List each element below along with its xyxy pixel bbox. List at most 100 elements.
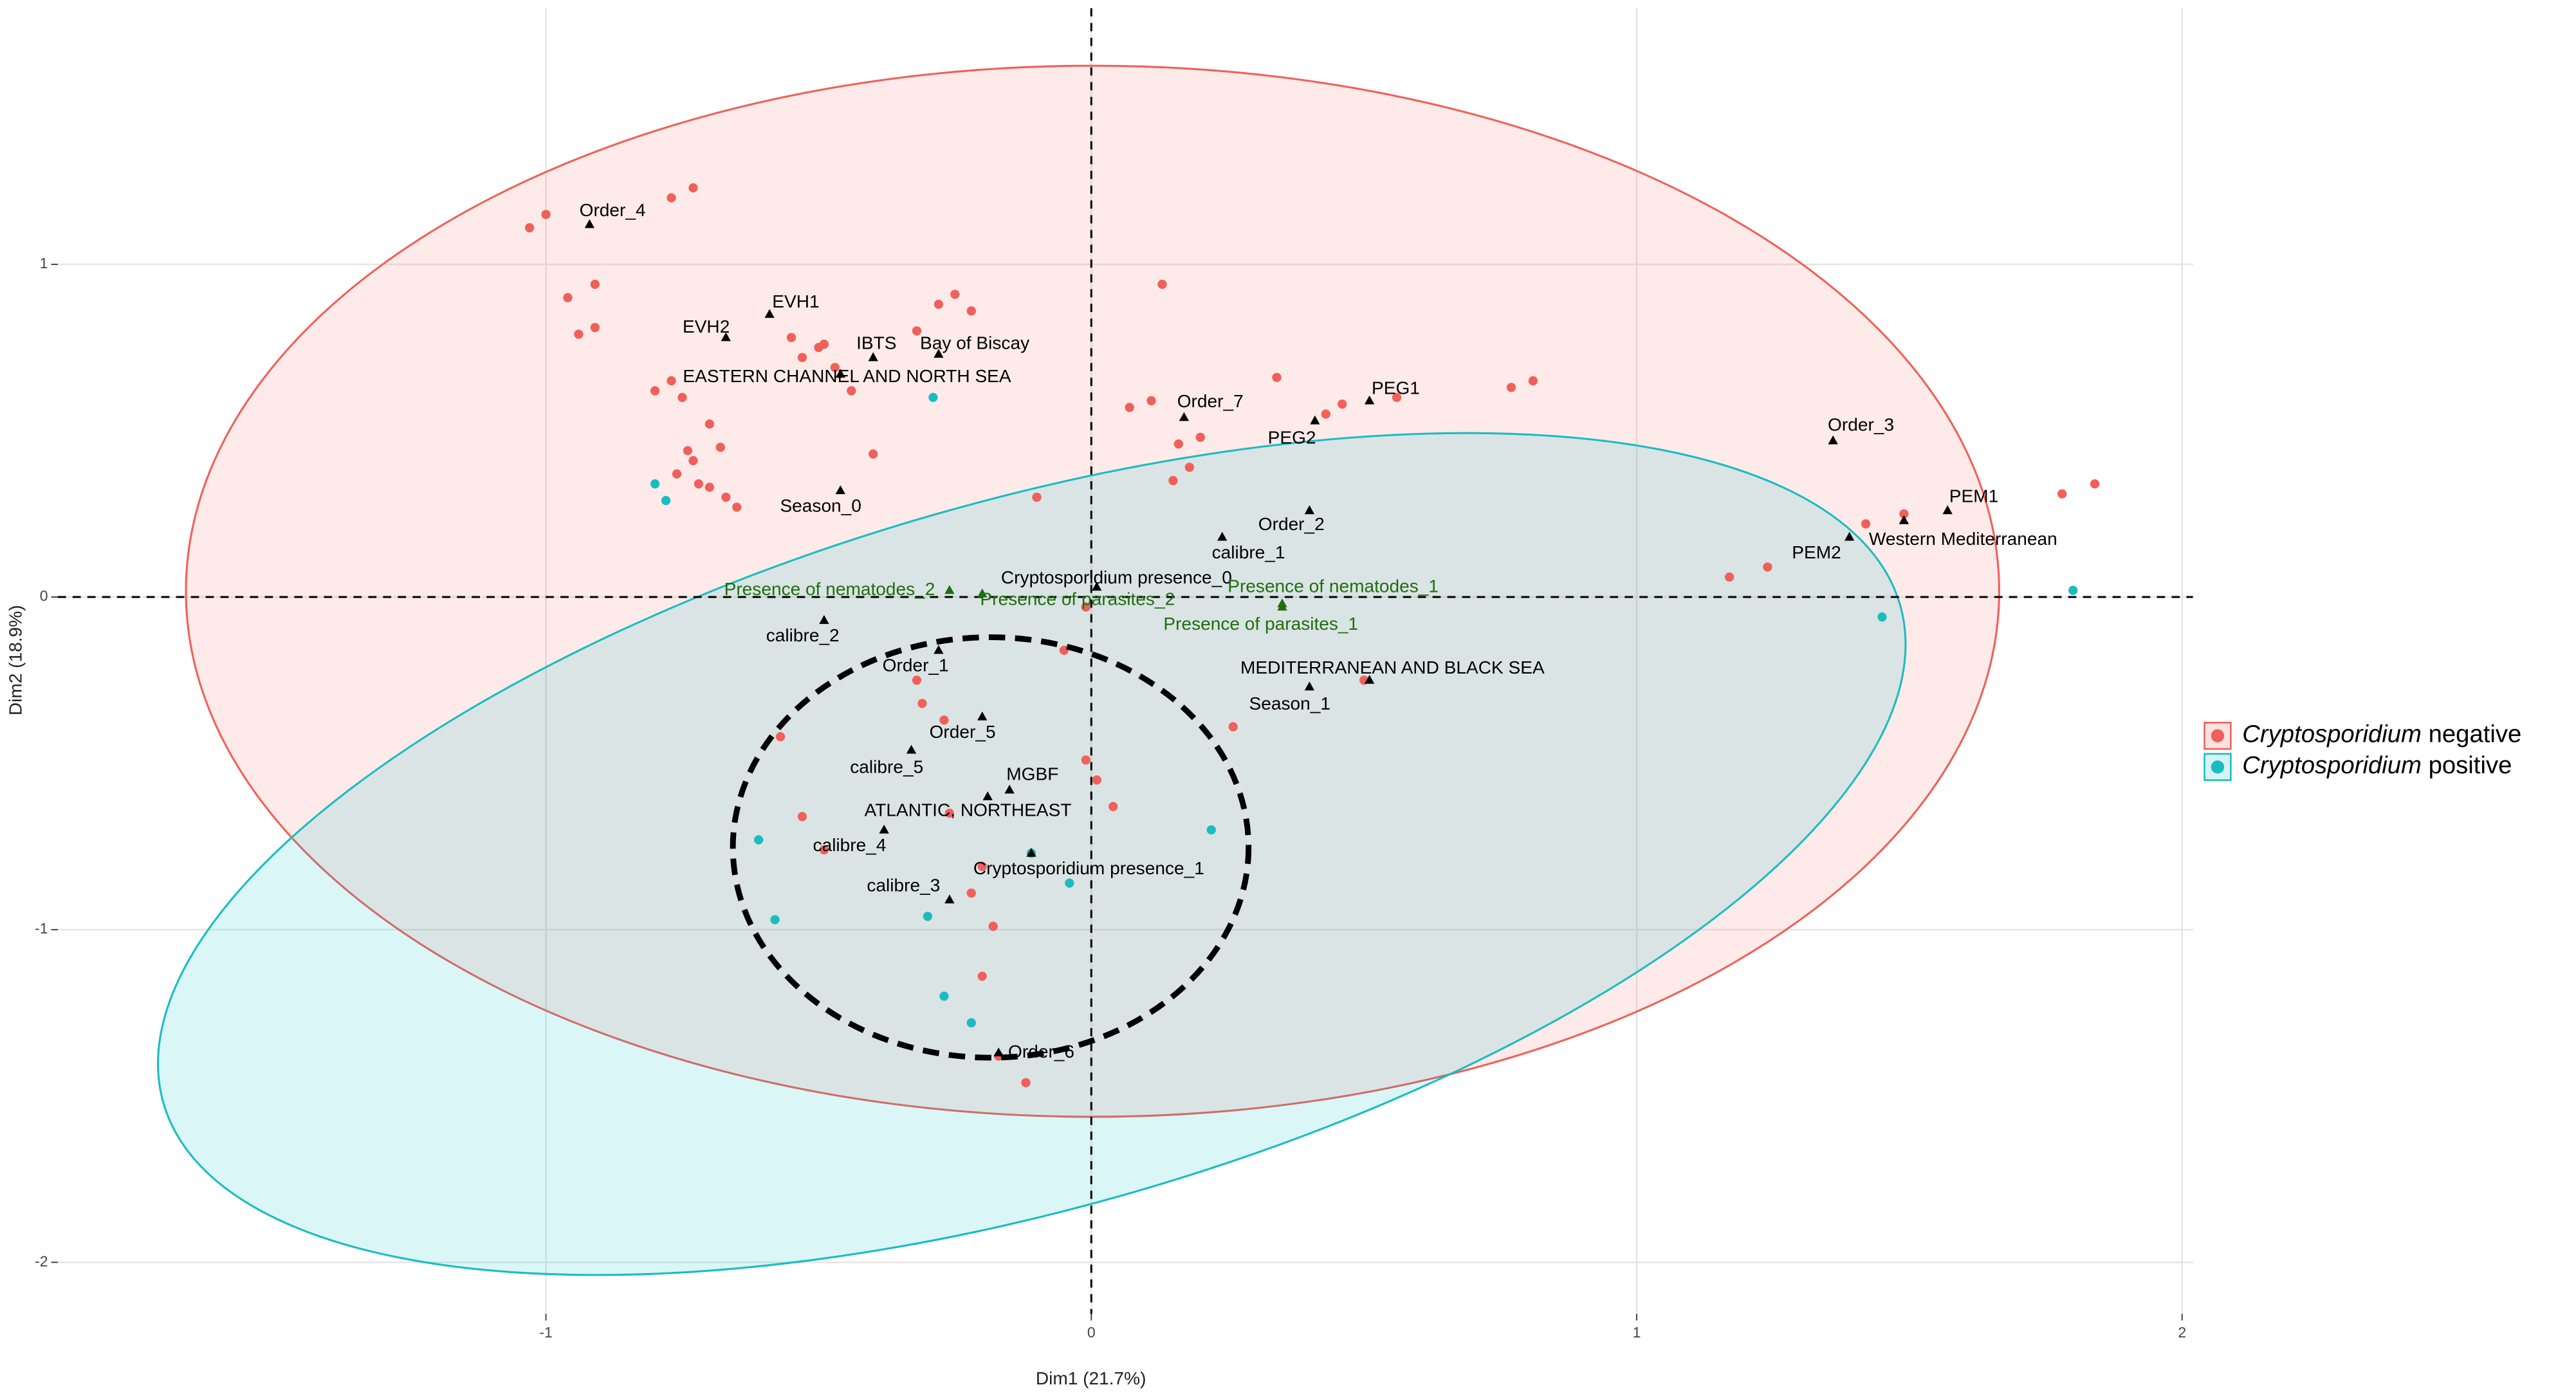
category-point bbox=[584, 219, 595, 228]
point bbox=[786, 333, 796, 342]
legend-label: Cryptosporidium positive bbox=[2242, 751, 2512, 779]
point bbox=[704, 419, 715, 429]
supplementary-label: Presence of parasites_1 bbox=[1163, 614, 1358, 634]
category-label: Order_7 bbox=[1177, 391, 1244, 411]
category-label: Order_1 bbox=[883, 656, 949, 675]
point bbox=[1724, 572, 1734, 582]
point bbox=[1065, 878, 1074, 888]
point bbox=[2068, 585, 2078, 595]
point bbox=[1195, 432, 1205, 442]
point bbox=[688, 183, 698, 193]
point bbox=[847, 386, 856, 396]
point bbox=[1081, 755, 1090, 765]
point bbox=[917, 699, 927, 708]
point bbox=[694, 479, 704, 489]
point bbox=[1157, 279, 1167, 289]
point bbox=[923, 912, 933, 921]
category-label: PEG2 bbox=[1268, 427, 1316, 447]
category-point bbox=[1304, 505, 1315, 515]
point bbox=[797, 812, 807, 822]
point bbox=[1021, 1078, 1031, 1088]
point bbox=[1528, 376, 1538, 386]
point bbox=[944, 808, 955, 818]
point bbox=[661, 495, 671, 506]
point bbox=[650, 479, 660, 489]
category-point bbox=[982, 791, 993, 800]
point bbox=[977, 861, 987, 872]
x-axis-label: Dim1 (21.7%) bbox=[1036, 1368, 1146, 1388]
point bbox=[939, 715, 949, 725]
point bbox=[1125, 403, 1134, 412]
y-axis-label: Dim2 (18.9%) bbox=[5, 605, 25, 715]
category-label: Season_0 bbox=[780, 496, 861, 516]
point bbox=[1877, 612, 1887, 622]
point bbox=[715, 443, 725, 452]
point bbox=[590, 323, 600, 333]
point bbox=[1763, 562, 1772, 572]
supplementary-label: Presence of parasites_2 bbox=[980, 589, 1175, 609]
category-point bbox=[1364, 675, 1375, 684]
point bbox=[966, 1018, 976, 1028]
category-label: ATLANTIC, NORTHEAST bbox=[865, 800, 1072, 820]
category-point bbox=[906, 744, 917, 754]
category-point bbox=[1844, 531, 1855, 541]
category-point bbox=[1092, 582, 1102, 591]
category-label: PEG1 bbox=[1372, 378, 1420, 398]
category-point bbox=[977, 712, 988, 721]
category-point bbox=[934, 349, 944, 358]
point bbox=[1059, 645, 1069, 655]
point bbox=[819, 845, 829, 855]
point bbox=[1272, 372, 1282, 382]
category-label: calibre_3 bbox=[867, 876, 940, 895]
category-point bbox=[977, 588, 988, 598]
y-tick-label: -1 bbox=[35, 920, 48, 937]
point bbox=[650, 386, 660, 396]
point bbox=[928, 392, 938, 402]
category-label: MGBF bbox=[1006, 764, 1058, 784]
category-label: calibre_4 bbox=[813, 835, 887, 855]
category-point bbox=[1899, 515, 1909, 524]
category-label: Order_5 bbox=[930, 722, 996, 742]
point bbox=[524, 223, 535, 233]
point bbox=[775, 732, 786, 742]
point bbox=[1168, 475, 1178, 486]
point bbox=[797, 353, 807, 362]
point bbox=[1173, 439, 1184, 449]
highlight-circle bbox=[730, 634, 1252, 1061]
point bbox=[950, 289, 960, 299]
category-point bbox=[835, 485, 845, 495]
point bbox=[677, 392, 687, 402]
point bbox=[574, 329, 584, 339]
point bbox=[2057, 489, 2067, 499]
point bbox=[819, 339, 829, 349]
legend-swatch bbox=[2211, 729, 2225, 742]
point bbox=[1146, 396, 1156, 406]
point bbox=[721, 492, 731, 502]
point bbox=[1899, 509, 1909, 519]
category-label: Order_2 bbox=[1258, 514, 1325, 534]
point bbox=[541, 210, 551, 219]
point bbox=[869, 449, 878, 459]
legend-label: Cryptosporidium negative bbox=[2242, 721, 2521, 748]
point bbox=[1184, 463, 1195, 472]
category-point bbox=[1828, 435, 1838, 445]
category-point bbox=[1004, 784, 1015, 794]
point bbox=[667, 376, 676, 386]
category-label: PEM1 bbox=[1949, 486, 1998, 506]
supplementary-label: Presence of nematodes_2 bbox=[724, 579, 935, 599]
point bbox=[966, 306, 976, 316]
category-label: Order_4 bbox=[580, 200, 646, 220]
point bbox=[704, 482, 715, 492]
point bbox=[912, 675, 922, 685]
category-label: MEDITERRANEAN AND BLACK SEA bbox=[1240, 657, 1545, 677]
category-point bbox=[1310, 415, 1320, 425]
point bbox=[2090, 479, 2100, 489]
x-tick-label: 2 bbox=[2178, 1324, 2186, 1341]
marks: Order_4 EVH1 EVH2 IBTS Bay of Biscay EASTERN … bbox=[57, 8, 2193, 1314]
point bbox=[1206, 825, 1216, 835]
x-tick-label: 0 bbox=[1087, 1324, 1096, 1341]
category-label: calibre_2 bbox=[766, 625, 840, 645]
point bbox=[754, 835, 764, 845]
category-label: calibre_5 bbox=[850, 757, 923, 776]
category-label: IBTS bbox=[856, 333, 896, 353]
